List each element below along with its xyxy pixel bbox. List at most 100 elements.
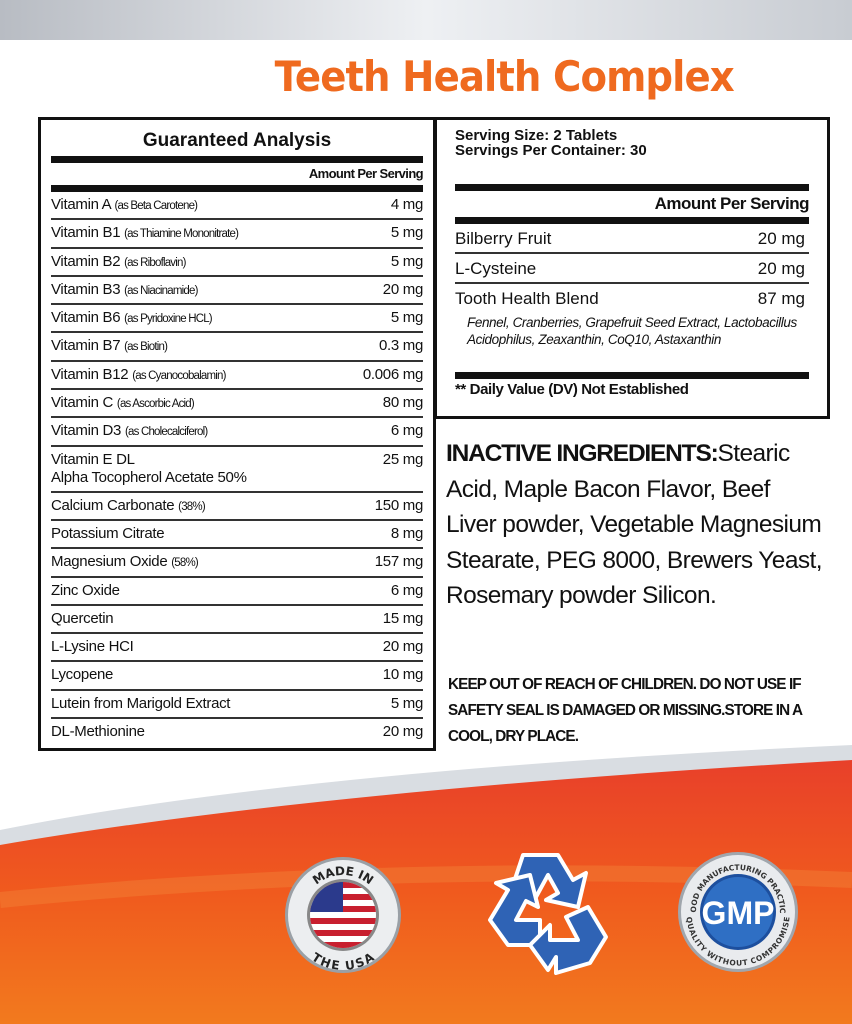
nutrient-label: Vitamin B1 xyxy=(51,224,121,242)
nutrient-label: Vitamin B7 xyxy=(51,337,121,355)
guaranteed-analysis-heading: Guaranteed Analysis xyxy=(142,130,332,151)
svg-text:GMP: GMP xyxy=(702,895,775,931)
servings-per-container: Servings Per Container: 30 xyxy=(455,142,647,159)
nutrient-amount: 5 mg xyxy=(390,252,423,270)
nutrient-detail: (as Biotin) xyxy=(124,341,168,354)
table-row: Vitamin D3 (as Cholecalciferol) 6 mg xyxy=(51,418,423,447)
nutrient-detail: Alpha Tocopherol Acetate 50% xyxy=(51,468,247,486)
nutrient-name: DL-Methionine xyxy=(51,719,145,745)
nutrient-detail: (as Ascorbic Acid) xyxy=(116,398,195,411)
nutrient-name: Vitamin E DL Alpha Tocopherol Acetate 50% xyxy=(51,451,247,487)
nutrient-amount: 0.006 mg xyxy=(362,365,423,383)
divider xyxy=(51,156,423,163)
table-row: Vitamin B1 (as Thiamine Mononitrate) 5 mg xyxy=(51,220,423,249)
table-row: Tooth Health Blend 87 mg xyxy=(455,284,809,314)
nutrient-amount: 5 mg xyxy=(390,309,423,327)
divider xyxy=(455,184,809,191)
nutrient-name: Vitamin B3 (as Niacinamide) xyxy=(51,277,198,304)
amount-per-serving-header: Amount Per Serving xyxy=(654,194,810,213)
nutrient-amount: 10 mg xyxy=(382,666,424,684)
nutrient-name: Vitamin C (as Ascorbic Acid) xyxy=(51,390,195,417)
nutrient-label: Vitamin B12 xyxy=(51,365,129,383)
nutrient-label: Vitamin D3 xyxy=(51,422,122,440)
divider xyxy=(51,185,423,192)
nutrient-name: Vitamin B2 (as Riboflavin) xyxy=(51,249,186,276)
gmp-badge: GMP GOOD MANUFACTURING PRACTICE QUALITY … xyxy=(676,850,798,972)
nutrient-label: Potassium Citrate xyxy=(51,524,165,542)
table-row: Lycopene 10 mg xyxy=(51,662,424,691)
nutrient-name: Lycopene xyxy=(51,662,113,688)
nutrient-amount: 80 mg xyxy=(382,394,424,412)
nutrient-name: L-Lysine HCI xyxy=(51,634,134,660)
nutrient-amount: 25 mg xyxy=(382,450,424,468)
blend-ingredients: Fennel, Cranberries, Grapefruit Seed Ext… xyxy=(467,315,797,347)
warning-text: KEEP OUT OF REACH OF CHILDREN. DO NOT US… xyxy=(448,676,803,745)
table-row: Vitamin B6 (as Pyridoxine HCL) 5 mg xyxy=(51,305,423,334)
inactive-label: INACTIVE INGREDIENTS: xyxy=(446,440,719,467)
nutrient-amount: 20 mg xyxy=(382,280,424,298)
nutrient-label: DL-Methionine xyxy=(51,723,145,741)
nutrient-amount: 6 mg xyxy=(390,581,423,599)
nutrient-amount: 0.3 mg xyxy=(378,337,423,355)
ingredient-amount: 87 mg xyxy=(757,289,805,308)
nutrient-name: Vitamin D3 (as Cholecalciferol) xyxy=(51,418,208,445)
nutrient-label: Vitamin E DL xyxy=(51,450,135,468)
table-row: L-Cysteine 20 mg xyxy=(455,254,809,284)
ingredient-name: Bilberry Fruit xyxy=(455,229,552,248)
nutrient-name: Calcium Carbonate (38%) xyxy=(51,493,206,520)
nutrient-name: Vitamin B12 (as Cyanocobalamin) xyxy=(51,362,226,389)
nutrient-label: Vitamin B3 xyxy=(51,280,121,298)
svg-text:MADE IN: MADE IN xyxy=(310,864,376,888)
nutrient-amount: 6 mg xyxy=(390,422,423,440)
nutrient-name: Vitamin B1 (as Thiamine Mononitrate) xyxy=(51,220,239,247)
nutrient-detail: (38%) xyxy=(178,500,205,513)
product-title: Teeth Health Complex xyxy=(274,52,735,101)
ingredient-name: Tooth Health Blend xyxy=(455,289,599,308)
nutrient-label: Calcium Carbonate xyxy=(51,496,175,514)
table-row: Magnesium Oxide (58%) 157 mg xyxy=(51,549,424,578)
nutrient-name: Vitamin B7 (as Biotin) xyxy=(51,333,168,360)
supplement-facts-panel: Serving Size: 2 Tablets Servings Per Con… xyxy=(434,117,830,419)
nutrient-detail: (as Beta Carotene) xyxy=(114,200,198,212)
nutrient-label: Lutein from Marigold Extract xyxy=(51,694,231,712)
nutrient-name: Potassium Citrate xyxy=(51,521,165,547)
nutrient-detail: (as Thiamine Mononitrate) xyxy=(124,228,239,241)
table-row: Quercetin 15 mg xyxy=(51,606,423,635)
made-in-usa-badge: MADE IN THE USA xyxy=(285,857,401,973)
daily-value-footnote: ** Daily Value (DV) Not Established xyxy=(455,381,689,398)
nutrient-detail: (as Riboflavin) xyxy=(124,256,186,269)
nutrient-detail: (as Cyanocobalamin) xyxy=(132,369,226,382)
table-row: DL-Methionine 20 mg xyxy=(51,719,423,747)
table-row: Vitamin B3 (as Niacinamide) 20 mg xyxy=(51,277,424,306)
ingredient-amount: 20 mg xyxy=(757,229,805,248)
svg-text:THE USA: THE USA xyxy=(309,950,377,973)
us-flag-icon xyxy=(310,882,376,948)
nutrient-detail: (as Niacinamide) xyxy=(124,284,198,297)
nutrient-label: Vitamin B6 xyxy=(51,309,121,327)
table-row: Vitamin C (as Ascorbic Acid) 80 mg xyxy=(51,390,424,419)
nutrient-label: L-Lysine HCI xyxy=(51,638,134,656)
nutrient-detail: (as Cholecalciferol) xyxy=(124,426,208,439)
nutrient-label: Lycopene xyxy=(51,666,114,684)
guaranteed-analysis-panel: Guaranteed Analysis Amount Per Serving V… xyxy=(38,117,436,751)
amount-per-serving-header: Amount Per Serving xyxy=(308,166,424,181)
nutrient-label: Vitamin A xyxy=(51,196,111,213)
nutrient-amount: 8 mg xyxy=(390,524,423,542)
table-row: Vitamin B7 (as Biotin) 0.3 mg xyxy=(51,333,423,362)
table-row: Potassium Citrate 8 mg xyxy=(51,521,423,550)
nutrient-amount: 157 mg xyxy=(374,553,424,571)
nutrient-amount: 4 mg xyxy=(390,196,423,213)
nutrient-amount: 150 mg xyxy=(374,496,424,514)
nutrient-label: Vitamin B2 xyxy=(51,252,121,270)
recycle-icon xyxy=(488,853,608,975)
nutrient-detail: (58%) xyxy=(171,557,198,570)
divider xyxy=(455,372,809,379)
nutrient-amount: 20 mg xyxy=(382,723,424,741)
nutrient-detail: (as Pyridoxine HCL) xyxy=(124,313,213,326)
nutrient-label: Quercetin xyxy=(51,609,114,627)
table-row: Vitamin E DL Alpha Tocopherol Acetate 50%… xyxy=(51,447,423,493)
nutrient-amount: 5 mg xyxy=(390,694,423,712)
analysis-rows: Vitamin A (as Beta Carotene) 4 mg Vitamin … xyxy=(51,192,423,747)
nutrient-name: Quercetin xyxy=(51,606,114,632)
